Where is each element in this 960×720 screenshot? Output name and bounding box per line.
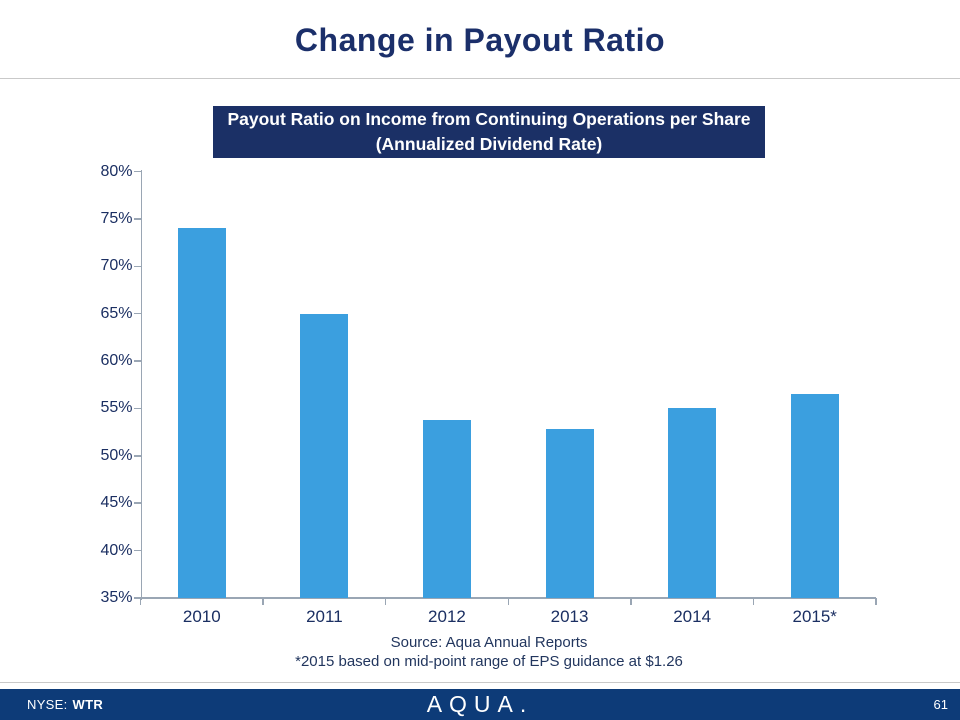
ticker-symbol: WTR <box>72 697 104 712</box>
x-axis-line <box>140 597 876 599</box>
y-axis-label: 55% <box>100 399 133 417</box>
chart-source: Source: Aqua Annual Reports *2015 based … <box>141 633 837 671</box>
y-axis-label: 65% <box>100 304 133 322</box>
x-axis-label: 2011 <box>306 607 343 626</box>
x-tick <box>262 598 264 605</box>
x-tick <box>507 598 509 605</box>
y-axis-label: 60% <box>100 352 133 370</box>
y-axis-label: 45% <box>100 494 133 512</box>
source-line1: Source: Aqua Annual Reports <box>390 634 588 651</box>
x-tick <box>139 598 142 605</box>
y-tick <box>133 265 141 268</box>
y-axis-line <box>140 169 142 600</box>
bar-2015 <box>790 394 839 598</box>
page-number: 61 <box>933 697 948 712</box>
bar-2013 <box>545 429 594 598</box>
x-axis-label: 2010 <box>182 607 221 626</box>
y-tick <box>133 549 141 552</box>
chart-title-line1: Payout Ratio on Income from Continuing O… <box>227 109 751 129</box>
bar-2012 <box>422 419 471 598</box>
source-line2: *2015 based on mid-point range of EPS gu… <box>295 653 683 670</box>
y-axis-label: 75% <box>100 209 133 227</box>
ticker: NYSE: WTR <box>27 689 103 720</box>
y-tick <box>133 502 141 504</box>
x-tick <box>384 598 387 605</box>
x-axis-label: 2013 <box>550 607 589 626</box>
y-axis-label: 70% <box>100 257 133 275</box>
slide-title: Change in Payout Ratio <box>294 22 666 58</box>
x-tick <box>752 598 755 605</box>
footer-divider <box>0 682 960 683</box>
x-axis-label: 2014 <box>673 607 712 626</box>
x-tick <box>875 598 877 605</box>
ticker-label: NYSE: <box>27 697 68 712</box>
y-tick <box>133 597 141 599</box>
y-tick <box>133 312 141 315</box>
x-axis-label: 2012 <box>428 607 466 626</box>
header-divider <box>0 78 960 79</box>
y-tick <box>133 170 141 173</box>
bar-2011 <box>300 313 349 598</box>
x-axis-label: 2015* <box>792 607 837 626</box>
y-tick <box>133 218 141 220</box>
bar-2014 <box>668 408 717 598</box>
aqua-logo: AQUA. <box>426 691 534 717</box>
y-axis-label: 40% <box>100 541 133 559</box>
footer-bar: NYSE: WTR AQUA. 61 <box>0 689 960 720</box>
y-tick <box>133 360 141 362</box>
bar-2010 <box>177 228 226 598</box>
chart-title: Payout Ratio on Income from Continuing O… <box>213 106 765 158</box>
y-axis-label: 80% <box>100 162 133 180</box>
chart-title-line2: (Annualized Dividend Rate) <box>375 134 603 154</box>
y-tick <box>133 455 141 457</box>
y-axis-label: 50% <box>100 446 133 464</box>
y-tick <box>133 407 141 410</box>
x-tick <box>630 598 632 605</box>
y-axis-label: 35% <box>100 589 133 606</box>
